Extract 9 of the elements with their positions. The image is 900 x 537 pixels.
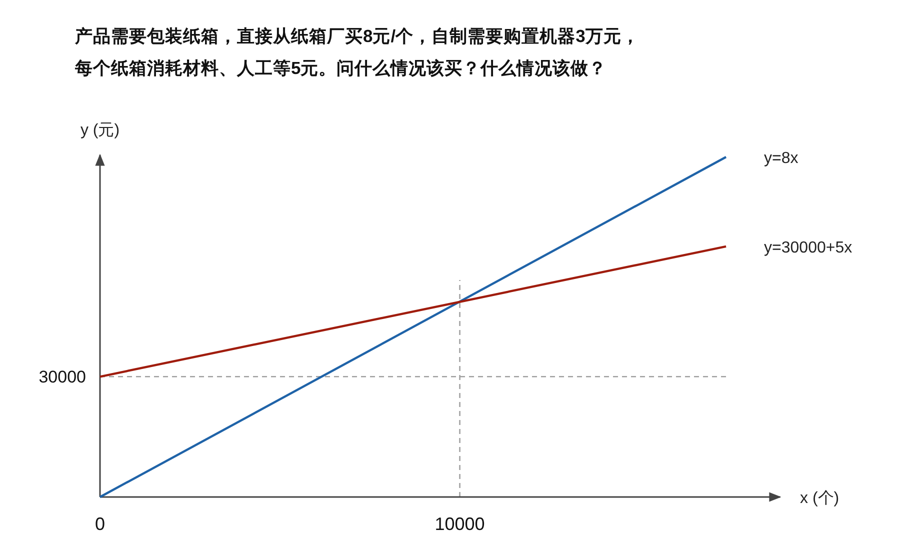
- chart-title: 产品需要包装纸箱，直接从纸箱厂买8元/个，自制需要购置机器3万元，: [74, 26, 640, 46]
- text: y=30000+5x: [764, 239, 852, 256]
- x-axis-title: x (个): [800, 489, 840, 507]
- chart-subtitle: 每个纸箱消耗材料、人工等5元。问什么情况该买？什么情况该做？: [74, 58, 607, 78]
- text: y=8x: [764, 150, 798, 167]
- x-tick-label: 0: [94, 514, 106, 534]
- text: 30000: [38, 368, 86, 387]
- y-axis-title: y (元): [80, 122, 120, 139]
- x-tick-label: 10000: [434, 514, 485, 534]
